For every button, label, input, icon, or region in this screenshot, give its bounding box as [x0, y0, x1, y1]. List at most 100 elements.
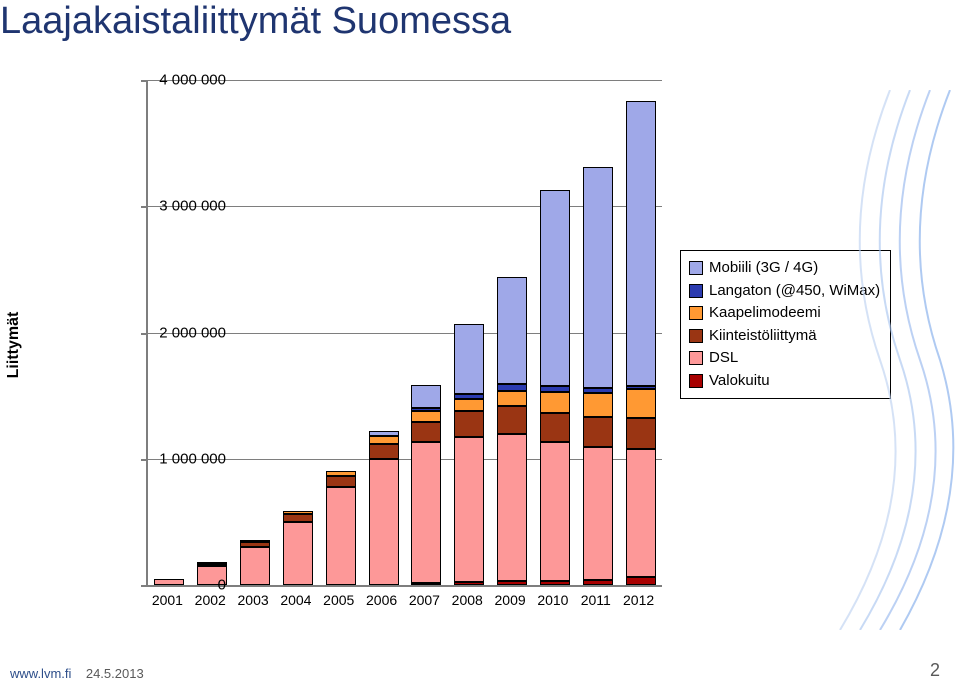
bar-column: [154, 579, 184, 585]
bar-segment-dsl: [369, 459, 399, 585]
y-tick-label: 3 000 000: [159, 198, 226, 215]
bar-segment-kaapeli: [626, 389, 656, 418]
x-tick-label: 2005: [323, 592, 354, 608]
chart-area: Liittymät 01 000 0002 000 0003 000 0004 …: [60, 80, 660, 610]
bar-segment-kaapeli: [583, 393, 613, 417]
legend: Mobiili (3G / 4G)Langaton (@450, WiMax)K…: [680, 250, 891, 399]
y-tick-label: 0: [218, 577, 226, 594]
bar-segment-dsl: [540, 442, 570, 581]
bar-segment-kaapeli: [454, 399, 484, 412]
y-tick-label: 1 000 000: [159, 450, 226, 467]
bar-segment-dsl: [240, 547, 270, 585]
y-tick-mark: [141, 459, 148, 461]
y-tick-mark: [141, 585, 148, 587]
bar-segment-mobiili: [454, 324, 484, 393]
y-tick-mark: [141, 206, 148, 208]
bar-segment-valokuitu: [411, 583, 441, 585]
bar-segment-kiinteisto: [240, 542, 270, 547]
bar-segment-kiinteisto: [540, 413, 570, 442]
bar-column: [454, 324, 484, 585]
bar-column: [583, 167, 613, 585]
x-tick-label: 2008: [452, 592, 483, 608]
bar-column: [283, 511, 313, 585]
bar-column: [497, 277, 527, 585]
bar-segment-dsl: [326, 487, 356, 585]
bar-column: [411, 385, 441, 585]
bar-segment-kiinteisto: [626, 418, 656, 448]
footer-site: www.lvm.fi: [10, 666, 71, 681]
bar-segment-mobiili: [497, 277, 527, 384]
y-tick-mark: [141, 333, 148, 335]
bar-segment-kaapeli: [540, 392, 570, 412]
bar-segment-kaapeli: [240, 540, 270, 543]
x-tick-label: 2004: [280, 592, 311, 608]
legend-item-valokuitu: Valokuitu: [689, 370, 880, 393]
bar-segment-kaapeli: [497, 391, 527, 406]
bar-segment-kiinteisto: [411, 422, 441, 442]
bar-segment-dsl: [283, 522, 313, 585]
bar-segment-mobiili: [540, 190, 570, 386]
footer-page-number: 2: [930, 660, 940, 681]
bar-segment-kaapeli: [283, 511, 313, 515]
bar-segment-dsl: [411, 442, 441, 583]
bar-segment-kiinteisto: [326, 476, 356, 486]
x-tick-label: 2010: [537, 592, 568, 608]
y-tick-mark: [141, 80, 148, 82]
bar-segment-langaton: [540, 386, 570, 392]
bar-segment-kiinteisto: [197, 564, 227, 567]
bar-segment-valokuitu: [583, 580, 613, 585]
bar-segment-langaton: [497, 384, 527, 390]
page-title: Laajakaistaliittymät Suomessa: [0, 0, 511, 43]
x-tick-label: 2002: [195, 592, 226, 608]
x-tick-label: 2007: [409, 592, 440, 608]
bar-segment-kiinteisto: [454, 411, 484, 436]
legend-swatch: [689, 261, 703, 275]
legend-swatch: [689, 351, 703, 365]
legend-swatch: [689, 329, 703, 343]
legend-label: Valokuitu: [709, 370, 770, 393]
legend-item-dsl: DSL: [689, 347, 880, 370]
legend-swatch: [689, 284, 703, 298]
legend-item-mobiili: Mobiili (3G / 4G): [689, 257, 880, 280]
bar-segment-dsl: [454, 437, 484, 582]
bar-column: [626, 101, 656, 585]
bar-segment-valokuitu: [626, 577, 656, 585]
bar-segment-langaton: [454, 394, 484, 399]
bar-segment-dsl: [583, 447, 613, 580]
legend-label: Mobiili (3G / 4G): [709, 257, 818, 280]
legend-swatch: [689, 306, 703, 320]
x-tick-label: 2011: [581, 592, 611, 608]
bar-column: [369, 431, 399, 585]
y-axis-label: Liittymät: [5, 312, 23, 379]
legend-label: DSL: [709, 347, 738, 370]
bar-segment-dsl: [154, 579, 184, 585]
bar-segment-dsl: [626, 449, 656, 578]
bar-segment-kaapeli: [411, 411, 441, 421]
legend-label: Kiinteistöliittymä: [709, 325, 817, 348]
bar-segment-kaapeli: [326, 471, 356, 476]
x-tick-label: 2003: [238, 592, 269, 608]
bar-segment-valokuitu: [454, 582, 484, 585]
bar-segment-mobiili: [626, 101, 656, 385]
bar-segment-dsl: [497, 434, 527, 582]
bar-segment-kaapeli: [197, 562, 227, 564]
x-tick-label: 2012: [623, 592, 654, 608]
legend-item-langaton: Langaton (@450, WiMax): [689, 280, 880, 303]
legend-item-kaapeli: Kaapelimodeemi: [689, 302, 880, 325]
bar-column: [326, 471, 356, 585]
bar-segment-mobiili: [583, 167, 613, 388]
bar-column: [540, 190, 570, 585]
bar-column: [240, 540, 270, 585]
bar-segment-mobiili: [369, 431, 399, 436]
footer-date: 24.5.2013: [86, 666, 144, 681]
y-tick-label: 2 000 000: [159, 324, 226, 341]
bar-segment-kiinteisto: [283, 514, 313, 522]
bar-segment-kiinteisto: [583, 417, 613, 447]
bar-segment-kaapeli: [369, 436, 399, 444]
x-tick-label: 2009: [495, 592, 526, 608]
bar-segment-langaton: [626, 386, 656, 390]
x-tick-label: 2001: [152, 592, 183, 608]
y-tick-label: 4 000 000: [159, 72, 226, 89]
legend-label: Langaton (@450, WiMax): [709, 280, 880, 303]
bar-segment-valokuitu: [497, 581, 527, 585]
